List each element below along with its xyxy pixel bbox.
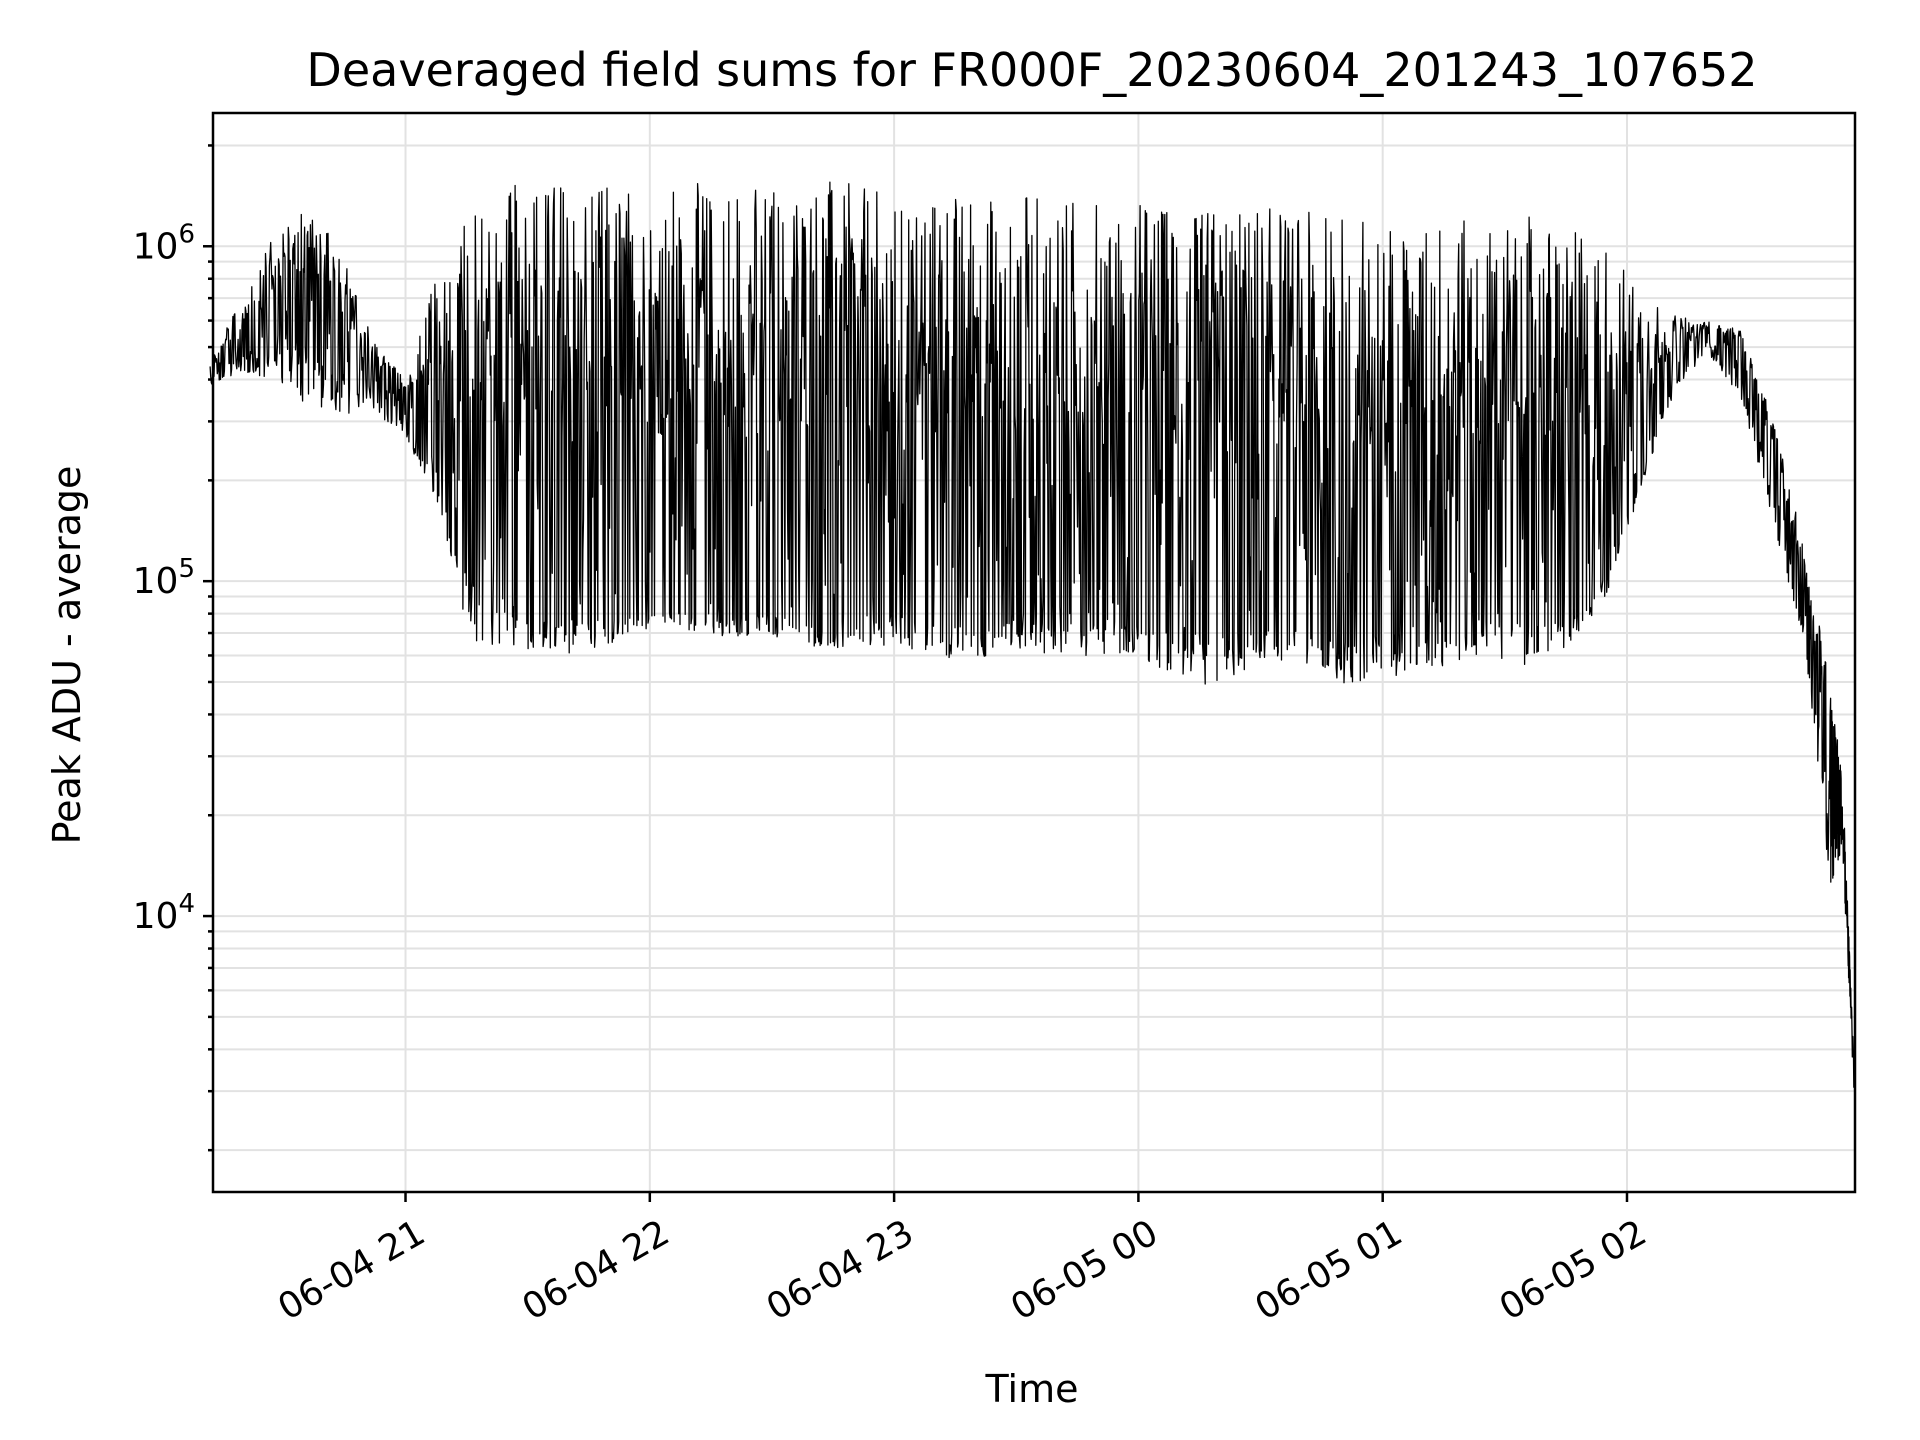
y-tick-base: 10 [133, 561, 179, 602]
x-tick-label: 06-05 00 [1004, 1212, 1165, 1328]
y-tick-exponent: 6 [178, 219, 195, 249]
x-tick-label: 06-04 22 [516, 1212, 677, 1328]
x-tick-label: 06-04 21 [271, 1212, 432, 1328]
y-axis-label: Peak ADU - average [45, 466, 89, 845]
y-tick-exponent: 5 [178, 554, 195, 584]
x-axis-label: Time [985, 1367, 1079, 1411]
series-line [209, 181, 1856, 1092]
y-tick-label: 106 [133, 219, 195, 267]
y-tick-label: 105 [133, 554, 195, 602]
x-tick-label: 06-05 01 [1249, 1212, 1410, 1328]
x-tick-label: 06-05 02 [1493, 1212, 1654, 1328]
y-tick-exponent: 4 [178, 889, 195, 919]
x-tick-label: 06-04 23 [760, 1212, 921, 1328]
x-axis: 06-04 21 06-04 22 06-04 23 06-05 00 06-05 01… [271, 1192, 1653, 1329]
plot-frame [211, 111, 1857, 1194]
series-layer [209, 181, 1856, 1092]
y-tick-label: 104 [133, 889, 195, 937]
y-tick-base: 10 [133, 896, 179, 937]
y-tick-base: 10 [133, 226, 179, 267]
chart-title: Deaveraged field sums for FR000F_2023060… [306, 43, 1757, 97]
